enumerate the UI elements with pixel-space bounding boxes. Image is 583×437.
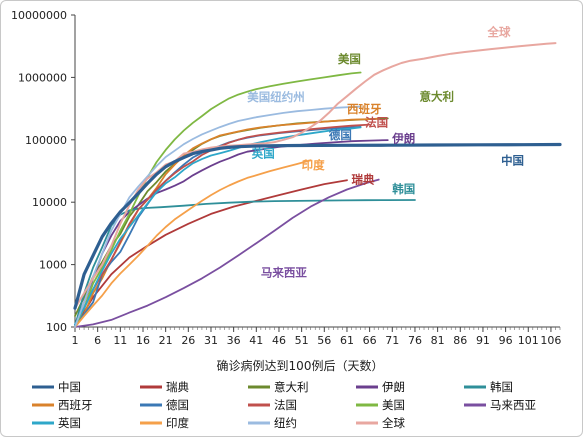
x-tick-label: 86 [453, 334, 467, 347]
series-line [74, 179, 348, 328]
series-annotation: 西班牙 [347, 102, 382, 116]
series-line [74, 139, 389, 328]
x-tick-label: 61 [340, 334, 354, 347]
x-tick-label: 6 [94, 334, 101, 347]
legend-label: 马来西亚 [490, 398, 536, 412]
x-tick-label: 101 [518, 334, 539, 347]
legend-label: 美国 [382, 398, 405, 412]
x-tick-label: 46 [272, 334, 286, 347]
legend-label: 瑞典 [166, 380, 189, 394]
series-annotation: 马来西亚 [261, 265, 307, 279]
y-tick-label: 100 [46, 321, 67, 334]
series-annotation: 意大利 [419, 89, 454, 103]
legend-label: 意大利 [274, 380, 309, 394]
series-line [74, 71, 362, 328]
series-line [74, 123, 371, 328]
x-tick-label: 31 [204, 334, 218, 347]
x-tick-label: 56 [317, 334, 331, 347]
y-tick-label: 100000 [25, 134, 67, 147]
series-line [74, 126, 362, 326]
x-tick-label: 81 [431, 334, 445, 347]
legend-label: 德国 [166, 398, 189, 412]
series-annotation: 美国纽约州 [247, 90, 304, 104]
legend-label: 西班牙 [58, 398, 93, 412]
x-tick-label: 96 [499, 334, 513, 347]
series-annotation: 法国 [365, 116, 388, 130]
legend-label: 全球 [382, 416, 405, 430]
series-line [74, 159, 312, 328]
x-tick-label: 21 [159, 334, 173, 347]
legend-label: 纽约 [274, 416, 297, 430]
x-tick-label: 11 [113, 334, 127, 347]
x-tick-label: 16 [136, 334, 150, 347]
y-tick-label: 1000 [39, 259, 67, 272]
x-tick-label: 66 [363, 334, 377, 347]
legend-label: 印度 [166, 416, 189, 430]
series-annotation: 伊朗 [391, 132, 415, 146]
series-annotation: 印度 [302, 158, 325, 172]
x-tick-label: 36 [227, 334, 241, 347]
x-axis-title: 确诊病例达到100例后（天数） [217, 358, 384, 373]
series-annotation: 美国 [338, 52, 361, 66]
legend-label: 韩国 [490, 380, 513, 394]
series-line [74, 42, 557, 310]
legend-label: 伊朗 [382, 380, 405, 394]
x-tick-label: 26 [181, 334, 195, 347]
y-tick-label: 10000 [32, 196, 67, 209]
series-annotation: 中国 [501, 154, 524, 168]
series-annotation: 全球 [486, 25, 510, 39]
series-line [73, 142, 562, 310]
series-line [74, 105, 362, 328]
x-tick-label: 51 [295, 334, 309, 347]
series-line [74, 199, 416, 327]
series-annotation: 韩国 [392, 182, 415, 196]
legend-label: 法国 [274, 398, 297, 412]
x-tick-label: 76 [408, 334, 422, 347]
x-tick-label: 106 [540, 334, 561, 347]
legend-label: 英国 [58, 416, 81, 430]
series-annotation: 瑞典 [351, 172, 374, 186]
x-tick-label: 91 [476, 334, 490, 347]
y-tick-label: 10000000 [11, 9, 67, 22]
series-layer [73, 42, 562, 328]
x-tick-label: 1 [72, 334, 79, 347]
series-annotation: 德国 [328, 128, 352, 142]
legend-label: 中国 [58, 380, 81, 394]
y-tick-label: 1000000 [18, 71, 67, 84]
x-tick-label: 71 [385, 334, 399, 347]
series-annotation: 英国 [251, 147, 275, 161]
x-tick-label: 41 [249, 334, 263, 347]
series-line [74, 178, 380, 328]
